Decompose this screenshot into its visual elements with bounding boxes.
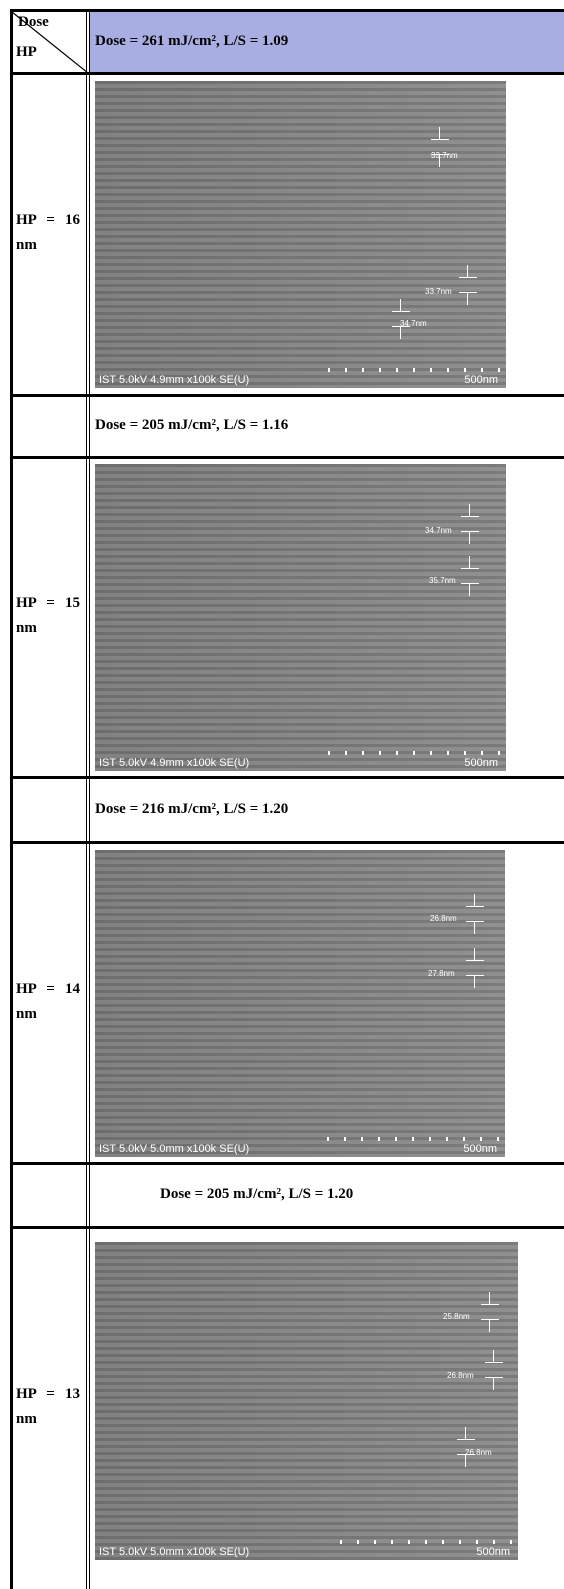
column-divider (86, 10, 90, 1589)
half-pitch: HP = 14 nm (16, 980, 80, 1022)
scale-bar (328, 751, 500, 755)
sem-shade (95, 81, 506, 388)
dose-condition: Dose = 205 mJ/cm², L/S = 1.16 (95, 417, 289, 433)
half-pitch: HP = 13 nm (16, 1386, 80, 1427)
scale-bar (328, 368, 500, 372)
row-border (10, 394, 564, 397)
sem-info: IST 5.0kV 5.0mm x100k SE(U) (99, 1546, 250, 1558)
measurement-label: 34.7nm (400, 319, 427, 328)
measurement-label: 34.7nm (425, 526, 452, 535)
sem-image: IST 5.0kV 4.9mm x100k SE(U) 500nm 34.7nm 35… (95, 464, 506, 771)
sem-scale: 500nm (464, 757, 498, 769)
scale-bar (327, 1137, 499, 1141)
row-border (10, 1226, 564, 1229)
measurement-marker (461, 504, 479, 544)
measurement-marker (457, 1427, 475, 1467)
measurement-marker (431, 127, 449, 167)
sem-shade (95, 464, 506, 771)
row-border (10, 72, 564, 75)
sem-info: IST 5.0kV 5.0mm x100k SE(U) (99, 1143, 250, 1155)
measurement-label: 27.8nm (428, 969, 455, 978)
sem-shade (95, 850, 505, 1157)
measurement-marker (481, 1292, 499, 1332)
sem-image: IST 5.0kV 4.9mm x100k SE(U) 500nm 33.7nm 33… (95, 81, 506, 388)
measurement-label: 26.8nm (430, 914, 457, 923)
row-border (10, 456, 564, 459)
header-hp: HP (16, 44, 37, 60)
measurement-label: 33.7nm (425, 287, 452, 296)
measurement-marker (459, 265, 477, 305)
sem-image: IST 5.0kV 5.0mm x100k SE(U) 500nm 26.8nm 27… (95, 850, 505, 1157)
header-condition-cell (88, 10, 564, 73)
measurement-label: 33.7nm (431, 151, 458, 160)
sem-scale: 500nm (463, 1143, 497, 1155)
measurement-marker (461, 556, 479, 596)
row-border (10, 1162, 564, 1165)
row-border (10, 9, 564, 12)
row-border (10, 776, 564, 779)
measurement-label: 25.8nm (443, 1312, 470, 1321)
dose-condition: Dose = 216 mJ/cm², L/S = 1.20 (95, 800, 289, 817)
half-pitch: HP = 15 nm (16, 595, 80, 636)
measurement-marker (466, 894, 484, 934)
sem-shade (95, 1242, 518, 1560)
sem-info: IST 5.0kV 4.9mm x100k SE(U) (99, 374, 250, 386)
sem-scale: 500nm (476, 1546, 510, 1558)
table-left-border (10, 10, 13, 1589)
measurement-label: 26.8nm (447, 1371, 474, 1380)
sem-scale: 500nm (464, 374, 498, 386)
diagonal (11, 11, 88, 73)
header-dose: Dose (18, 14, 49, 30)
dose-condition: Dose = 261 mJ/cm², L/S = 1.09 (95, 32, 289, 49)
dose-condition: Dose = 205 mJ/cm², L/S = 1.20 (160, 1186, 354, 1202)
sem-info: IST 5.0kV 4.9mm x100k SE(U) (99, 757, 250, 769)
measurement-label: 26.8nm (465, 1448, 492, 1457)
measurement-marker (392, 299, 410, 339)
scale-bar (340, 1540, 512, 1544)
sem-image: IST 5.0kV 5.0mm x100k SE(U) 500nm 25.8nm 26… (95, 1242, 518, 1560)
measurement-marker (485, 1350, 503, 1390)
measurement-label: 35.7nm (429, 576, 456, 585)
half-pitch: HP = 16 nm (16, 212, 80, 253)
row-border (10, 841, 564, 844)
measurement-marker (466, 948, 484, 988)
